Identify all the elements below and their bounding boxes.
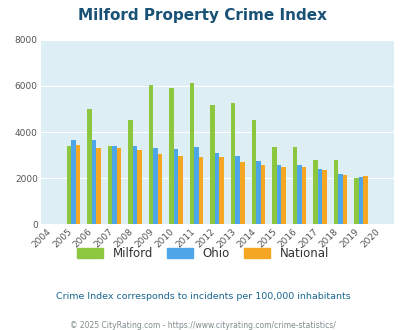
Bar [230, 103, 235, 224]
Bar [132, 146, 137, 224]
Bar [198, 157, 203, 224]
Bar [112, 146, 117, 224]
Bar [173, 149, 178, 224]
Bar [337, 174, 342, 224]
Bar [75, 145, 80, 224]
Bar [169, 88, 173, 224]
Text: © 2025 CityRating.com - https://www.cityrating.com/crime-statistics/: © 2025 CityRating.com - https://www.city… [70, 321, 335, 330]
Bar [358, 177, 362, 224]
Bar [210, 105, 214, 224]
Bar [158, 154, 162, 224]
Bar [301, 167, 305, 224]
Bar [353, 178, 358, 224]
Bar [235, 156, 239, 224]
Bar [71, 140, 75, 224]
Bar [137, 150, 141, 224]
Bar [317, 169, 321, 224]
Bar [92, 140, 96, 224]
Bar [280, 167, 285, 224]
Bar [190, 83, 194, 224]
Bar [251, 120, 256, 224]
Bar [312, 160, 317, 224]
Bar [178, 156, 183, 224]
Bar [219, 157, 224, 224]
Bar [66, 146, 71, 224]
Bar [256, 161, 260, 224]
Bar [321, 170, 326, 224]
Bar [239, 162, 244, 224]
Bar [296, 165, 301, 224]
Bar [333, 160, 337, 224]
Bar [271, 147, 276, 224]
Bar [276, 165, 280, 224]
Bar [194, 147, 198, 224]
Bar [362, 176, 367, 224]
Legend: Milford, Ohio, National: Milford, Ohio, National [72, 242, 333, 265]
Bar [107, 146, 112, 224]
Bar [87, 109, 92, 224]
Bar [128, 120, 132, 224]
Bar [96, 148, 100, 224]
Bar [153, 148, 158, 224]
Text: Milford Property Crime Index: Milford Property Crime Index [78, 8, 327, 23]
Text: Crime Index corresponds to incidents per 100,000 inhabitants: Crime Index corresponds to incidents per… [55, 292, 350, 301]
Bar [149, 84, 153, 224]
Bar [117, 148, 121, 224]
Bar [214, 153, 219, 224]
Bar [292, 147, 296, 224]
Bar [260, 165, 264, 224]
Bar [342, 175, 346, 224]
